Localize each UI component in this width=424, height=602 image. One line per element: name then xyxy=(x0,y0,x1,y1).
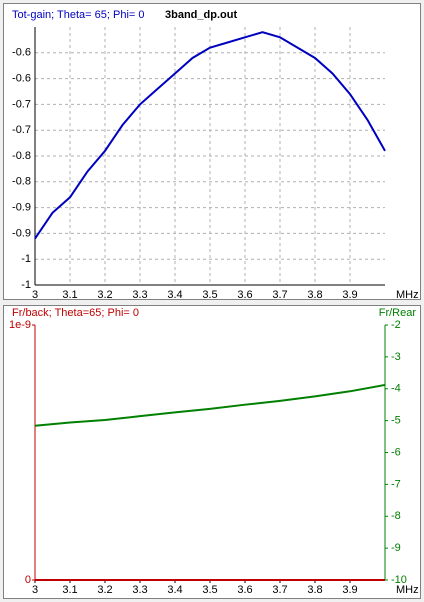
y-tick-label: -0.7 xyxy=(12,98,31,110)
x-tick-label: 3.2 xyxy=(97,584,112,596)
y2-tick-label: -9 xyxy=(391,542,401,554)
y-tick-label: -0.7 xyxy=(12,124,31,136)
y2-tick-label: -7 xyxy=(391,478,401,490)
series-line xyxy=(34,31,386,240)
x-tick-label: 3 xyxy=(32,289,38,301)
y-tick-label: -0.6 xyxy=(12,73,31,85)
y-tick-label: -0.8 xyxy=(12,150,31,162)
x-tick-label: 3.5 xyxy=(202,289,217,301)
y-tick-label: -0.9 xyxy=(12,227,31,239)
x-tick-label: 3.9 xyxy=(342,584,357,596)
x-tick-label: 3.2 xyxy=(97,289,112,301)
y2-tick-label: -4 xyxy=(391,383,401,395)
y-tick-label: -0.8 xyxy=(12,176,31,188)
x-tick-label: 3.1 xyxy=(62,584,77,596)
x-tick-label: 3.6 xyxy=(237,584,252,596)
x-tick-label: 3.6 xyxy=(237,289,252,301)
y2-tick-label: -3 xyxy=(391,351,401,363)
x-tick-label: 3.7 xyxy=(272,289,287,301)
y2-tick-label: -5 xyxy=(391,415,401,427)
y2-tick-label: -6 xyxy=(391,446,401,458)
x-axis-label: MHz xyxy=(396,584,419,596)
chart-title: Tot-gain; Theta= 65; Phi= 0 xyxy=(12,9,145,21)
x-tick-label: 3.1 xyxy=(62,289,77,301)
x-tick-label: 3.8 xyxy=(307,289,322,301)
x-tick-label: 3.3 xyxy=(132,289,147,301)
y-tick-label: 1e-9 xyxy=(9,319,31,331)
y-tick-label: -1 xyxy=(21,279,31,291)
y2-tick-label: -8 xyxy=(391,510,401,522)
x-tick-label: 3.7 xyxy=(272,584,287,596)
y-tick-label: -0.9 xyxy=(12,202,31,214)
y2-tick-label: -2 xyxy=(391,319,401,331)
x-tick-label: 3.5 xyxy=(202,584,217,596)
y2-axis-label: Fr/Rear xyxy=(379,307,417,319)
x-tick-label: 3.4 xyxy=(167,289,182,301)
chart-title: Fr/back; Theta=65; Phi= 0 xyxy=(12,307,139,319)
bottom-panel xyxy=(3,305,421,599)
x-tick-label: 3.9 xyxy=(342,289,357,301)
x-tick-label: 3.4 xyxy=(167,584,182,596)
x-tick-label: 3.3 xyxy=(132,584,147,596)
y-tick-label: 0 xyxy=(25,574,31,586)
y2-tick-label: -10 xyxy=(391,574,407,586)
chart-subtitle: 3band_dp.out xyxy=(165,9,237,21)
x-tick-label: 3 xyxy=(32,584,38,596)
y-tick-label: -1 xyxy=(21,253,31,265)
x-axis-label: MHz xyxy=(396,289,419,301)
x-tick-label: 3.8 xyxy=(307,584,322,596)
series-line xyxy=(34,383,386,427)
y-tick-label: -0.6 xyxy=(12,47,31,59)
